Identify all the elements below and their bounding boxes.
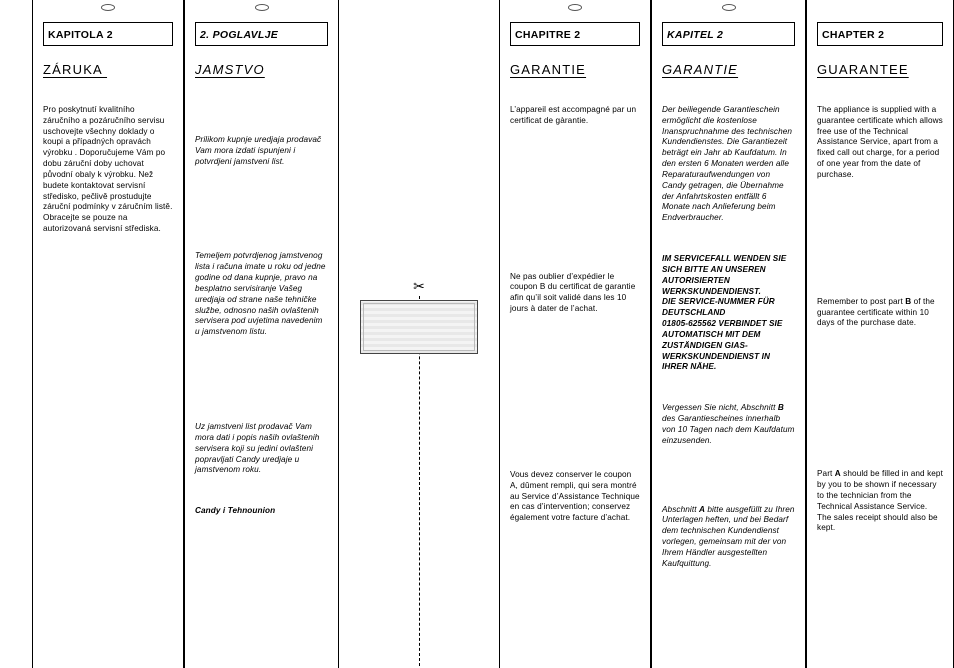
- chapter-box-en: CHAPTER 2: [817, 22, 943, 46]
- paragraph: L’appareil est accompagné par un certifi…: [510, 105, 640, 127]
- paragraph: Ne pas oublier d’expédier le coupon B du…: [510, 272, 640, 315]
- text-run-bold: B: [778, 403, 784, 412]
- chapter-label: KAPITOLA 2: [48, 29, 113, 41]
- paragraph: Pro poskytnutí kvalitního záručního a po…: [43, 105, 173, 235]
- paragraph-service-de: IM SERVICEFALL WENDEN SIE SICH BITTE AN …: [662, 254, 795, 373]
- section-title-cz: ZÁRUKA: [43, 62, 173, 77]
- section-title-de: GARANTIE: [662, 62, 795, 77]
- page: KAPITOLA 2 ZÁRUKA Pro poskytnutí kvalitn…: [0, 0, 954, 668]
- paragraph: Uz jamstveni list prodavač Vam mora dati…: [195, 422, 328, 476]
- section-title-hr: JAMSTVO: [195, 62, 328, 77]
- text-run: Vergessen Sie nicht, Abschnitt: [662, 403, 778, 412]
- column-center: ✂: [339, 0, 499, 668]
- column-en: CHAPTER 2 GUARANTEE The appliance is sup…: [806, 0, 954, 668]
- paragraph: Vous devez conserver le coupon A, dûment…: [510, 470, 640, 524]
- chapter-label: KAPITEL 2: [667, 29, 723, 41]
- column-hr: 2. POGLAVLJE JAMSTVO Prilikom kupnje ure…: [184, 0, 339, 668]
- paragraph: Temeljem potvrdjenog jamstvenog lista i …: [195, 251, 328, 338]
- scissors-icon: ✂: [413, 278, 425, 295]
- text-run: Part: [817, 469, 835, 478]
- chapter-box-hr: 2. POGLAVLJE: [195, 22, 328, 46]
- paragraph: Prilikom kupnje uredjaja prodavač Vam mo…: [195, 135, 328, 167]
- chapter-box-de: KAPITEL 2: [662, 22, 795, 46]
- text-run: Abschnitt: [662, 505, 699, 514]
- chapter-label: CHAPITRE 2: [515, 29, 580, 41]
- paragraph: Der beiliegende Garantieschein ermöglich…: [662, 105, 795, 224]
- paragraph: Part A should be filled in and kept by y…: [817, 469, 943, 534]
- warranty-coupon-image: [360, 300, 478, 354]
- chapter-label: 2. POGLAVLJE: [200, 29, 278, 41]
- punch-hole-icon: [255, 4, 269, 11]
- text-run: des Garantiescheines innerhalb von 10 Ta…: [662, 414, 795, 445]
- section-title-fr: GARANTIE: [510, 62, 640, 77]
- chapter-label: CHAPTER 2: [822, 29, 884, 41]
- punch-hole-icon: [101, 4, 115, 11]
- text-run: Remember to post part: [817, 297, 905, 306]
- column-fr: CHAPITRE 2 GARANTIE L’appareil est accom…: [499, 0, 651, 668]
- column-cz: KAPITOLA 2 ZÁRUKA Pro poskytnutí kvalitn…: [32, 0, 184, 668]
- section-title-en: GUARANTEE: [817, 62, 943, 77]
- chapter-box-fr: CHAPITRE 2: [510, 22, 640, 46]
- paragraph-brand: Candy i Tehnounion: [195, 506, 328, 517]
- paragraph: Remember to post part B of the guarantee…: [817, 297, 943, 329]
- text-run: bitte ausgefüllt zu Ihren Unterlagen hef…: [662, 505, 795, 568]
- paragraph: Vergessen Sie nicht, Abschnitt B des Gar…: [662, 403, 795, 446]
- paragraph: Abschnitt A bitte ausgefüllt zu Ihren Un…: [662, 505, 795, 570]
- chapter-box-cz: KAPITOLA 2: [43, 22, 173, 46]
- paragraph: The appliance is supplied with a guarant…: [817, 105, 943, 181]
- punch-hole-icon: [722, 4, 736, 11]
- column-de: KAPITEL 2 GARANTIE Der beiliegende Garan…: [651, 0, 806, 668]
- text-run: should be filled in and kept by you to b…: [817, 469, 943, 532]
- punch-hole-icon: [568, 4, 582, 11]
